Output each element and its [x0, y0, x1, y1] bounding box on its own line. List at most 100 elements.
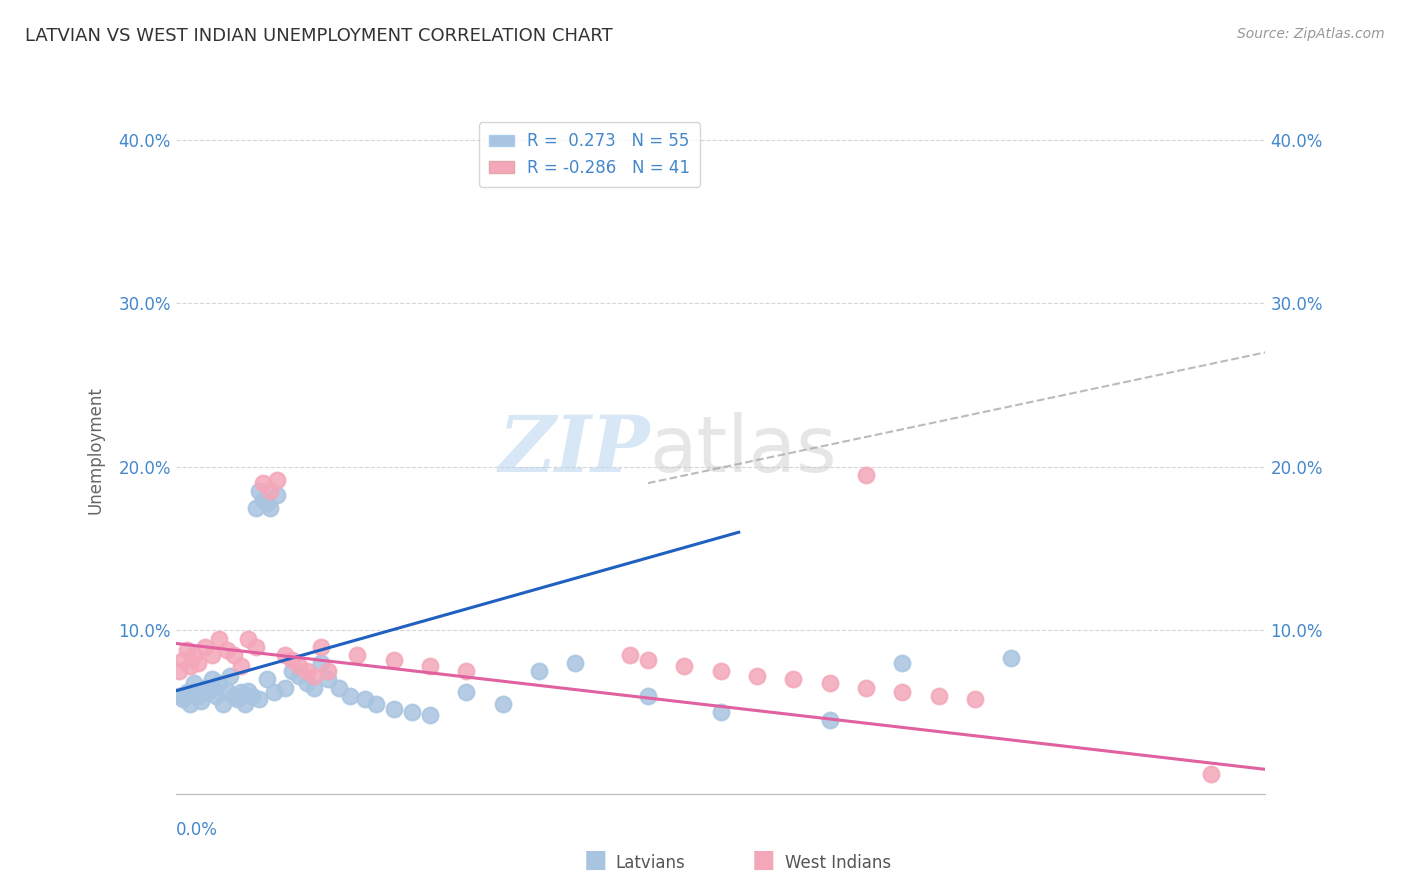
Text: ■: ■ [752, 848, 776, 872]
Point [190, 694, 212, 708]
Point [382, 702, 405, 716]
Point [186, 689, 209, 703]
Point [215, 683, 238, 698]
Point [401, 705, 423, 719]
Point [259, 484, 281, 499]
Text: 0.0%: 0.0% [176, 822, 218, 839]
Point [364, 697, 387, 711]
Point [456, 664, 478, 679]
Point [194, 640, 217, 654]
Point [238, 683, 260, 698]
Point [855, 467, 877, 482]
Point [637, 653, 659, 667]
Point [172, 653, 194, 667]
Point [891, 656, 914, 670]
Point [309, 640, 332, 654]
Point [252, 492, 274, 507]
Point [222, 648, 245, 662]
Text: West Indians: West Indians [785, 855, 890, 872]
Point [208, 632, 231, 646]
Point [419, 659, 441, 673]
Point [266, 473, 288, 487]
Text: ZIP: ZIP [498, 412, 650, 489]
Point [318, 664, 340, 679]
Point [169, 664, 191, 679]
Point [673, 659, 696, 673]
Point [231, 685, 253, 699]
Point [169, 689, 191, 703]
Point [176, 685, 198, 699]
Point [204, 689, 226, 703]
Point [208, 675, 231, 690]
Point [238, 632, 260, 646]
Point [256, 496, 278, 510]
Point [619, 648, 641, 662]
Text: atlas: atlas [650, 412, 837, 489]
Point [252, 476, 274, 491]
Point [637, 689, 659, 703]
Point [855, 681, 877, 695]
Point [233, 697, 256, 711]
Point [318, 673, 340, 687]
Point [745, 669, 768, 683]
Point [201, 648, 224, 662]
Y-axis label: Unemployment: Unemployment [87, 386, 104, 515]
Point [266, 487, 288, 501]
Point [346, 648, 368, 662]
Point [309, 656, 332, 670]
Point [201, 673, 224, 687]
Point [259, 500, 281, 515]
Point [891, 685, 914, 699]
Point [274, 648, 297, 662]
Point [240, 689, 263, 703]
Point [1199, 767, 1222, 781]
Point [492, 697, 515, 711]
Point [212, 697, 235, 711]
Point [963, 692, 986, 706]
Point [527, 664, 550, 679]
Point [328, 681, 350, 695]
Point [222, 689, 245, 703]
Text: LATVIAN VS WEST INDIAN UNEMPLOYMENT CORRELATION CHART: LATVIAN VS WEST INDIAN UNEMPLOYMENT CORR… [25, 27, 613, 45]
Point [245, 500, 267, 515]
Point [710, 664, 733, 679]
Point [183, 683, 205, 698]
Point [179, 697, 201, 711]
Point [382, 653, 405, 667]
Point [456, 685, 478, 699]
Point [288, 659, 311, 673]
Point [818, 714, 841, 728]
Point [256, 673, 278, 687]
Point [288, 669, 311, 683]
Point [295, 675, 318, 690]
Point [247, 692, 270, 706]
Point [281, 653, 304, 667]
Text: Latvians: Latvians [616, 855, 686, 872]
Point [302, 669, 325, 683]
Point [295, 664, 318, 679]
Point [201, 681, 224, 695]
Point [194, 681, 217, 695]
Point [928, 689, 950, 703]
Text: ■: ■ [583, 848, 607, 872]
Point [176, 643, 198, 657]
Point [219, 669, 242, 683]
Point [353, 692, 375, 706]
Point [564, 656, 586, 670]
Point [263, 685, 285, 699]
Point [226, 692, 249, 706]
Point [274, 681, 297, 695]
Point [302, 681, 325, 695]
Point [281, 664, 304, 679]
Point [339, 689, 361, 703]
Point [818, 675, 841, 690]
Point [710, 705, 733, 719]
Legend: R =  0.273   N = 55, R = -0.286   N = 41: R = 0.273 N = 55, R = -0.286 N = 41 [479, 122, 700, 186]
Point [172, 692, 194, 706]
Point [782, 673, 804, 687]
Point [186, 656, 209, 670]
Point [215, 643, 238, 657]
Point [245, 640, 267, 654]
Point [419, 708, 441, 723]
Point [179, 659, 201, 673]
